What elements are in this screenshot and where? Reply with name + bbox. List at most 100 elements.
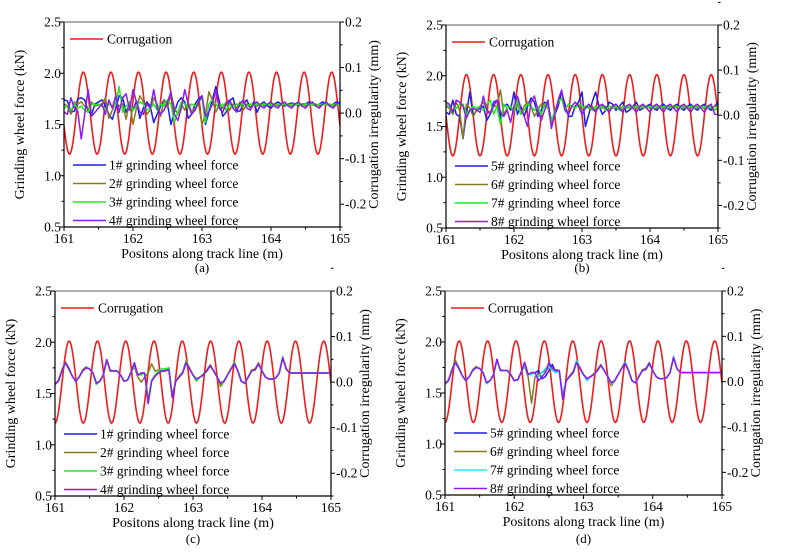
x-axis-title: Positons along track line (m) bbox=[503, 515, 665, 530]
x-tick-label: 165 bbox=[708, 232, 729, 247]
y-tick-label: 1.0 bbox=[35, 437, 52, 452]
y-tick-label: 2.5 bbox=[35, 284, 52, 299]
y-tick-label: 2.5 bbox=[425, 284, 442, 299]
y2-tick-label: -0.1 bbox=[727, 420, 748, 435]
y-tick-label: 2.5 bbox=[44, 15, 61, 30]
y-tick-label: 2.0 bbox=[35, 335, 52, 350]
y2-axis-title: Corrugation irregularity (mm) bbox=[745, 42, 760, 211]
y2-tick-label: 0.0 bbox=[727, 374, 744, 389]
panel-caption: (d) bbox=[576, 531, 591, 546]
legend-label-corrugation: Corrugation bbox=[98, 301, 163, 316]
force-line-4 bbox=[445, 356, 722, 400]
panel-d: 161 162 163 164 165 0.5 1.0 1.5 2.0 2.5 -0.2 -0.1 0.… bbox=[394, 267, 764, 546]
y2-tick-label: 0.2 bbox=[336, 284, 353, 299]
x-axis-title: Positons along track line (m) bbox=[121, 247, 283, 262]
x-tick-label: 165 bbox=[330, 231, 351, 246]
y2-tick-label: -0.2 bbox=[345, 197, 366, 212]
y-tick-label: 0.5 bbox=[426, 221, 443, 236]
y2-axis-title: Corrugation irregularity (mm) bbox=[367, 40, 382, 209]
panel-caption: (b) bbox=[574, 260, 589, 275]
y2-axis-title: Corrugation irregularity (mm) bbox=[749, 308, 764, 477]
force-line-1 bbox=[445, 356, 722, 400]
y-tick-label: 1.0 bbox=[44, 168, 61, 183]
y2-tick-label: 0.1 bbox=[727, 329, 744, 344]
legend-label-3: 3# grinding wheel force bbox=[109, 195, 238, 210]
legend: Corrugation 1# grinding wheel force 2# gri… bbox=[61, 301, 229, 497]
y2-tick-label: 0.2 bbox=[723, 18, 740, 33]
x-tick-label: 162 bbox=[114, 500, 134, 515]
panel-b: 161 162 163 164 165 0.5 1.0 1.5 2.0 2.5 -0.2 -0.1 0.… bbox=[395, 1, 760, 275]
x-tick-label: 162 bbox=[504, 232, 524, 247]
y2-tick-label: -0.1 bbox=[336, 420, 357, 435]
y-tick-label: 1.0 bbox=[425, 437, 442, 452]
legend-label-1: 5# grinding wheel force bbox=[491, 159, 620, 174]
y-axis-title: Grinding wheel force (kN) bbox=[13, 49, 28, 199]
force-line-1 bbox=[55, 356, 331, 403]
y-tick-label: 0.5 bbox=[35, 489, 52, 504]
x-tick-label: 163 bbox=[572, 232, 593, 247]
y-tick-label: 0.5 bbox=[425, 488, 442, 503]
force-line-4 bbox=[55, 356, 331, 405]
y2-axis-title: Corrugation irregularity (mm) bbox=[358, 309, 373, 478]
y2-tick-label: 0.1 bbox=[345, 60, 362, 75]
y-tick-label: 1.5 bbox=[35, 386, 52, 401]
y2-tick-label: -0.1 bbox=[345, 151, 366, 166]
y-tick-label: 1.5 bbox=[425, 386, 442, 401]
legend-label-2: 2# grinding wheel force bbox=[100, 445, 229, 460]
y-tick-label: 2.0 bbox=[426, 68, 443, 83]
legend: Corrugation 5# grinding wheel force 6# gri… bbox=[452, 35, 620, 229]
y2-tick-label: -0.2 bbox=[727, 465, 748, 480]
y-tick-label: 0.5 bbox=[44, 220, 61, 235]
panel-c: 161 162 163 164 165 0.5 1.0 1.5 2.0 2.5 -0.2 -0.1 0.… bbox=[4, 267, 373, 546]
x-tick-label: 163 bbox=[192, 231, 213, 246]
corrugation-line bbox=[445, 340, 722, 424]
legend-label-2: 2# grinding wheel force bbox=[109, 176, 238, 191]
y2-tick-label: 0.2 bbox=[345, 15, 362, 30]
y2-tick-label: -0.2 bbox=[336, 466, 357, 481]
y2-tick-label: 0.1 bbox=[723, 63, 740, 78]
x-tick-label: 163 bbox=[573, 499, 594, 514]
x-axis-title: Positons along track line (m) bbox=[112, 516, 274, 531]
panel-caption: (c) bbox=[186, 531, 200, 546]
x-tick-label: 164 bbox=[640, 232, 661, 247]
corrugation-line bbox=[55, 340, 331, 425]
x-tick-label: 164 bbox=[261, 231, 282, 246]
x-tick-label: 162 bbox=[123, 231, 143, 246]
panel-caption: (a) bbox=[195, 260, 209, 275]
legend-label-1: 5# grinding wheel force bbox=[490, 426, 619, 441]
y-tick-label: 2.0 bbox=[44, 66, 61, 81]
y2-tick-label: -0.1 bbox=[723, 153, 744, 168]
y-tick-label: 1.5 bbox=[44, 117, 61, 132]
y2-tick-label: 0.0 bbox=[723, 108, 740, 123]
legend-label-4: 4# grinding wheel force bbox=[109, 213, 238, 228]
legend-label-3: 7# grinding wheel force bbox=[490, 463, 619, 478]
legend-label-4: 8# grinding wheel force bbox=[490, 481, 619, 496]
y-tick-label: 2.5 bbox=[426, 18, 443, 33]
x-tick-label: 161 bbox=[435, 499, 455, 514]
x-tick-label: 161 bbox=[436, 232, 456, 247]
corrugation-line bbox=[446, 73, 718, 157]
legend-label-3: 3# grinding wheel force bbox=[100, 464, 229, 479]
x-tick-label: 161 bbox=[45, 500, 65, 515]
y2-tick-label: 0.0 bbox=[345, 106, 362, 121]
y-axis-title: Grinding wheel force (kN) bbox=[395, 51, 410, 201]
legend-label-1: 1# grinding wheel force bbox=[100, 427, 229, 442]
x-tick-label: 164 bbox=[643, 499, 664, 514]
legend-label-1: 1# grinding wheel force bbox=[109, 158, 238, 173]
y-tick-label: 2.0 bbox=[425, 335, 442, 350]
x-axis-title: Positons along track line (m) bbox=[501, 248, 663, 263]
y2-tick-label: 0.2 bbox=[727, 284, 744, 299]
y2-tick-label: -0.2 bbox=[723, 198, 744, 213]
legend-label-3: 7# grinding wheel force bbox=[491, 196, 620, 211]
x-tick-label: 161 bbox=[54, 231, 74, 246]
force-line-4 bbox=[446, 89, 718, 130]
y2-tick-label: 0.1 bbox=[336, 329, 353, 344]
legend-label-2: 6# grinding wheel force bbox=[491, 177, 620, 192]
y-axis-title: Grinding wheel force (kN) bbox=[4, 318, 19, 468]
corrugation-line bbox=[64, 71, 340, 156]
x-tick-label: 164 bbox=[252, 500, 273, 515]
legend-label-corrugation: Corrugation bbox=[107, 32, 172, 47]
legend-label-2: 6# grinding wheel force bbox=[490, 444, 619, 459]
x-tick-label: 165 bbox=[712, 499, 733, 514]
